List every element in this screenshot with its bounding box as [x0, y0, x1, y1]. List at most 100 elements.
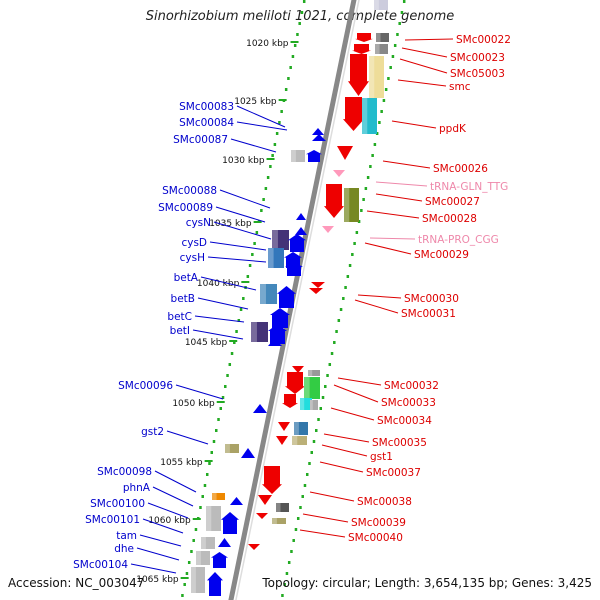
ruler-dot [400, 11, 404, 14]
gene-box-fill [212, 493, 225, 500]
gene-smc00026-arrow [337, 146, 353, 160]
label-smc00040: SMc00040 [348, 532, 403, 544]
gene-ppdk-box [362, 98, 377, 134]
ruler-dot [317, 418, 320, 421]
kbp-label: 1040 kbp [197, 279, 240, 289]
label-tam: tam [116, 530, 137, 542]
ruler-dot [357, 220, 361, 223]
label-smc00033: SMc00033 [381, 397, 436, 409]
label-smc00098: SMc00098 [97, 466, 152, 478]
ruler-dot [373, 143, 377, 146]
gene-box-fill [191, 567, 205, 593]
gene-smc00023-box [375, 44, 388, 54]
kbp-label: 1020 kbp [246, 39, 289, 49]
ruler-dot [369, 165, 372, 168]
label-smc00088: SMc00088 [162, 185, 217, 197]
gene-box-shade [376, 33, 381, 42]
ruler-dot [278, 121, 281, 124]
connector-line [404, 38, 454, 41]
label-smc00037: SMc00037 [366, 467, 421, 479]
ruler-dot [210, 451, 213, 454]
gene-smc00098-box [212, 493, 225, 500]
label-gst1: gst1 [370, 451, 393, 463]
gene-betb-arrow [270, 308, 290, 328]
connector-line [401, 47, 448, 58]
gene-smc00030-arrow [311, 282, 325, 288]
ruler-dot [371, 154, 374, 157]
connector-line [192, 329, 244, 340]
gene-smc00022-box [376, 33, 389, 42]
gene-tam-box [201, 537, 215, 549]
connector-line [175, 384, 224, 400]
ruler-dot [284, 88, 288, 91]
ruler-dot [194, 528, 198, 531]
gene-smc00087-box [291, 150, 305, 162]
gene-smc00088-arrow [296, 213, 306, 220]
label-phna: phnA [123, 482, 151, 494]
label-dhe: dhe [114, 543, 134, 555]
gene-gst2-box [225, 444, 239, 453]
ruler-dot [242, 297, 245, 300]
label-smc00034: SMc00034 [377, 415, 432, 427]
ruler-dot [353, 242, 356, 245]
label-smc00083: SMc00083 [179, 101, 234, 113]
label-smc00039: SMc00039 [351, 517, 406, 529]
connector-line [354, 299, 399, 314]
ruler-dot [302, 0, 306, 3]
gene-box-shade [225, 444, 230, 453]
label-smc00087: SMc00087 [173, 134, 228, 146]
gene-beta-box [260, 284, 277, 304]
ruler-dot [344, 286, 347, 289]
ruler-dot [305, 473, 309, 476]
label-smc00096: SMc00096 [118, 380, 173, 392]
connector-line [197, 297, 249, 310]
ruler-dot [255, 231, 259, 234]
connector-line [391, 120, 437, 129]
connector-line [364, 242, 412, 255]
label-cysd: cysD [181, 237, 207, 249]
gene-box-shade [191, 567, 196, 593]
label-smc: smc [449, 81, 471, 93]
ruler-dot [269, 165, 272, 168]
gene-box-fill [344, 188, 359, 222]
gene-box-shade [310, 400, 313, 410]
gene-box-fill [251, 322, 268, 342]
gene-smc00040-arrow [248, 544, 260, 550]
gene-box-fill [201, 537, 215, 549]
connector-line [236, 105, 286, 128]
connector-line [397, 79, 447, 87]
label-smc00089: SMc00089 [158, 202, 213, 214]
gene-box-fill [294, 422, 308, 435]
gene-betc-box [251, 322, 268, 342]
kbp-label: 1065 kbp [136, 575, 179, 585]
gene-smc00039-box [272, 518, 286, 524]
ruler-dot [246, 275, 250, 278]
gene-gst1-arrow [276, 436, 288, 445]
ruler-dot [289, 66, 292, 69]
gene-box-fill [260, 284, 277, 304]
gene-smc00035-box [294, 422, 308, 435]
ruler-dot [221, 396, 225, 399]
kbp-label: 1050 kbp [172, 399, 215, 409]
ruler-dot [296, 33, 299, 36]
ruler-dot [324, 385, 327, 388]
gene-smc00089-arrow [295, 227, 307, 235]
ruler-dot [260, 209, 263, 212]
connector-line [302, 513, 349, 523]
ruler-dot [342, 297, 345, 300]
ruler-dot [303, 484, 307, 487]
connector-line [337, 377, 382, 386]
connector-line [366, 210, 420, 219]
gene-smc00101-arrow [221, 512, 239, 534]
gene-box-fill [362, 98, 377, 134]
ruler-dot [296, 517, 300, 520]
ruler-dot [185, 572, 189, 575]
ruler-dot [300, 11, 304, 14]
ruler-dot [205, 473, 209, 476]
label-connectors [130, 38, 454, 574]
label-smc00104: SMc00104 [73, 559, 128, 571]
ruler-dot [273, 143, 277, 146]
gene-box-fill [310, 400, 318, 410]
gene-smc00100-box [206, 506, 221, 531]
label-betc: betC [167, 311, 192, 323]
